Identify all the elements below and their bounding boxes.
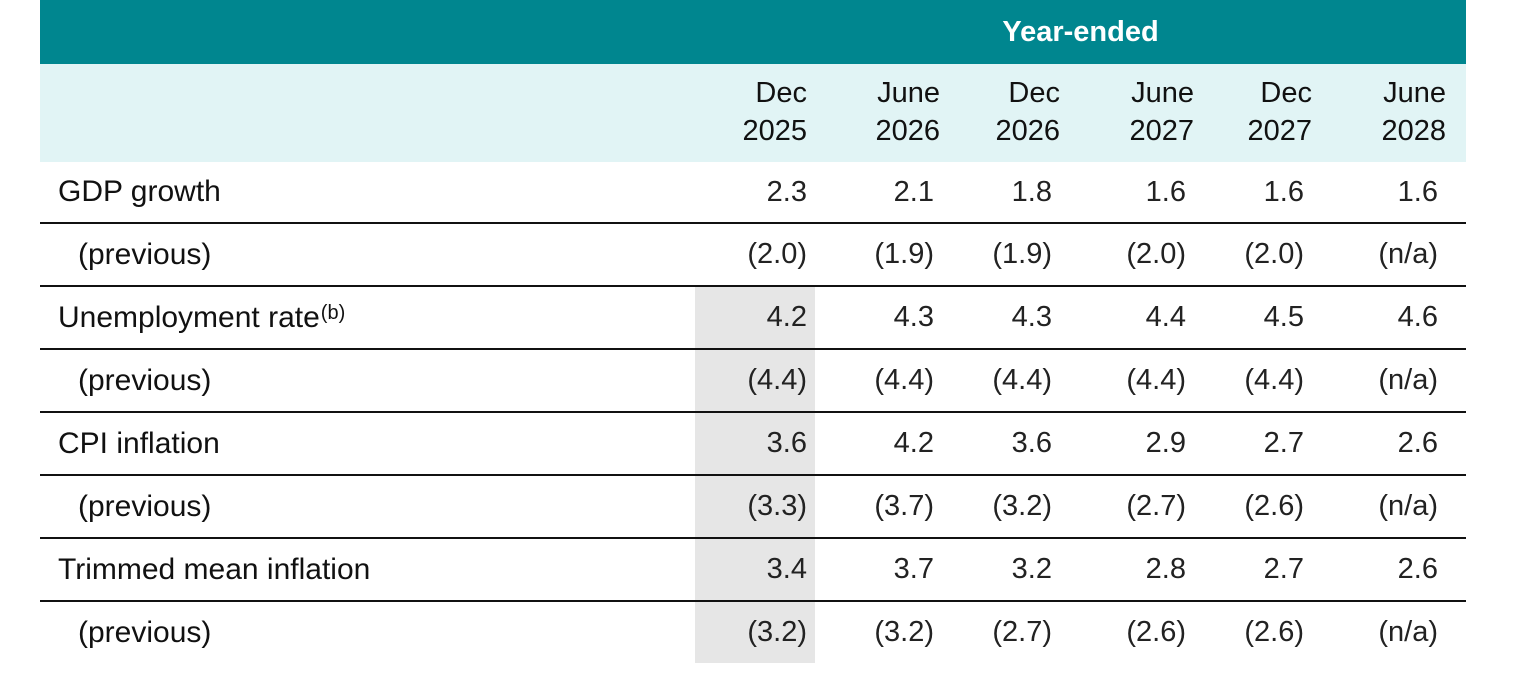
table-cell: (1.9): [992, 238, 1052, 270]
table-row: (previous) (2.0) (1.9) (1.9) (2.0) (2.0) (n/a): [40, 224, 1466, 287]
table-cell: 4.5: [1263, 301, 1304, 333]
table-cell: 3.7: [893, 553, 934, 585]
table-row: Unemployment rate (b) 4.2 4.3 4.3 4.4 4.5 4.6: [40, 287, 1466, 350]
table-cell: 4.6: [1397, 301, 1438, 333]
row-label-previous: (previous): [78, 615, 212, 649]
column-header: Dec 2026: [940, 74, 1060, 150]
row-label-previous: (previous): [78, 363, 212, 397]
column-header: June 2026: [822, 74, 940, 150]
year-ended-heading: Year-ended: [1002, 15, 1159, 48]
table-banner: Year-ended: [40, 0, 1466, 64]
table-row: CPI inflation 3.6 4.2 3.6 2.9 2.7 2.6: [40, 413, 1466, 476]
table-cell: (3.3): [695, 476, 815, 537]
column-month: Dec: [1008, 77, 1060, 109]
column-header-row: Dec 2025 June 2026 Dec 2026 June 2027 Dec 2027 Jun…: [40, 64, 1466, 162]
table-cell: (3.2): [992, 490, 1052, 522]
table-cell: (4.4): [874, 364, 934, 396]
column-year: 2028: [1381, 115, 1446, 147]
table-cell: (2.0): [1126, 238, 1186, 270]
table-cell: (n/a): [1378, 490, 1438, 522]
table-cell: (1.9): [874, 238, 934, 270]
table-row: (previous) (4.4) (4.4) (4.4) (4.4) (4.4) (n/a): [40, 350, 1466, 413]
table-cell: 4.2: [695, 287, 815, 348]
table-cell: 3.2: [1011, 553, 1052, 585]
column-year: 2027: [1129, 115, 1194, 147]
table-cell: (2.7): [1126, 490, 1186, 522]
column-header: Dec 2027: [1192, 74, 1312, 150]
column-year: 2027: [1247, 115, 1312, 147]
table-cell: 2.1: [893, 175, 934, 208]
footnote-marker: (b): [320, 302, 346, 324]
table-cell: 2.9: [1145, 427, 1186, 459]
table-cell: (4.4): [1244, 364, 1304, 396]
table-cell: 2.6: [1397, 553, 1438, 585]
table-cell: (n/a): [1378, 616, 1438, 648]
table-cell: (n/a): [1378, 238, 1438, 270]
table-cell: 4.4: [1145, 301, 1186, 333]
table-cell: 4.3: [1011, 301, 1052, 333]
table-cell: (2.7): [992, 616, 1052, 648]
table-cell: (4.4): [1126, 364, 1186, 396]
column-month: June: [1131, 77, 1194, 109]
table-cell: (3.2): [695, 602, 815, 663]
column-header: June 2027: [1074, 74, 1194, 150]
table-cell: 1.6: [1263, 175, 1304, 208]
table-cell: (2.6): [1244, 490, 1304, 522]
table-cell: 2.8: [1145, 553, 1186, 585]
table-cell: 4.2: [893, 427, 934, 459]
table-cell: (2.6): [1126, 616, 1186, 648]
column-header: June 2028: [1326, 74, 1446, 150]
row-label: Trimmed mean inflation: [58, 552, 371, 586]
row-label-previous: (previous): [78, 489, 212, 523]
table-cell: (2.0): [747, 238, 807, 270]
table-cell: 3.4: [695, 539, 815, 600]
row-label: GDP growth: [58, 175, 221, 208]
table-row: (previous) (3.3) (3.7) (3.2) (2.7) (2.6) (n/a): [40, 476, 1466, 539]
row-label: CPI inflation: [58, 426, 220, 460]
table-cell: (n/a): [1378, 364, 1438, 396]
column-month: Dec: [755, 77, 807, 109]
table-cell: 3.6: [695, 413, 815, 474]
column-month: Dec: [1260, 77, 1312, 109]
table-row: Trimmed mean inflation 3.4 3.7 3.2 2.8 2.7 2.6: [40, 539, 1466, 602]
table-cell: 1.6: [1397, 175, 1438, 208]
column-year: 2026: [875, 115, 940, 147]
table-cell: 2.3: [766, 175, 807, 208]
table-cell: (3.2): [874, 616, 934, 648]
table-cell: (3.7): [874, 490, 934, 522]
table-row: GDP growth 2.3 2.1 1.8 1.6 1.6 1.6: [40, 162, 1466, 224]
column-header: Dec 2025: [695, 74, 807, 150]
column-month: June: [877, 77, 940, 109]
table-cell: 1.6: [1145, 175, 1186, 208]
table-cell: (2.0): [1244, 238, 1304, 270]
table-cell: 2.6: [1397, 427, 1438, 459]
column-year: 2026: [995, 115, 1060, 147]
table-cell: 2.7: [1263, 427, 1304, 459]
forecast-table: Year-ended Dec 2025 June 2026 Dec 2026 June 202…: [40, 0, 1466, 663]
table-cell: (4.4): [695, 350, 815, 411]
table-cell: (2.6): [1244, 616, 1304, 648]
row-label: Unemployment rate (b): [58, 300, 346, 334]
column-year: 2025: [742, 115, 807, 147]
table-cell: 2.7: [1263, 553, 1304, 585]
table-body: GDP growth 2.3 2.1 1.8 1.6 1.6 1.6 (previous) (2…: [40, 162, 1466, 663]
column-month: June: [1383, 77, 1446, 109]
table-row: (previous) (3.2) (3.2) (2.7) (2.6) (2.6) (n/a): [40, 602, 1466, 663]
table-cell: 4.3: [893, 301, 934, 333]
table-cell: 1.8: [1011, 175, 1052, 208]
table-cell: (4.4): [992, 364, 1052, 396]
row-label-previous: (previous): [78, 237, 212, 271]
table-cell: 3.6: [1011, 427, 1052, 459]
